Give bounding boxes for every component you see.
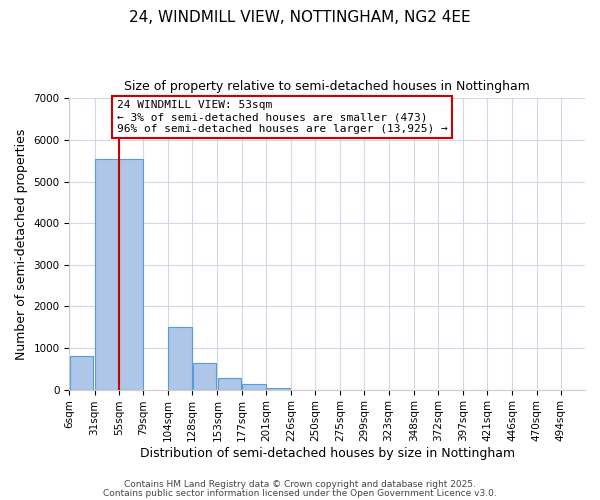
Bar: [169, 327, 192, 390]
Bar: [119, 158, 143, 390]
Text: Contains public sector information licensed under the Open Government Licence v3: Contains public sector information licen…: [103, 488, 497, 498]
Title: Size of property relative to semi-detached houses in Nottingham: Size of property relative to semi-detach…: [124, 80, 530, 93]
Text: 24 WINDMILL VIEW: 53sqm
← 3% of semi-detached houses are smaller (473)
96% of se: 24 WINDMILL VIEW: 53sqm ← 3% of semi-det…: [117, 100, 448, 134]
Bar: [218, 378, 241, 390]
Bar: [70, 356, 94, 390]
Bar: [193, 362, 216, 390]
Bar: [242, 384, 266, 390]
Y-axis label: Number of semi-detached properties: Number of semi-detached properties: [15, 128, 28, 360]
Bar: [266, 388, 290, 390]
Text: 24, WINDMILL VIEW, NOTTINGHAM, NG2 4EE: 24, WINDMILL VIEW, NOTTINGHAM, NG2 4EE: [129, 10, 471, 25]
X-axis label: Distribution of semi-detached houses by size in Nottingham: Distribution of semi-detached houses by …: [140, 447, 515, 460]
Text: Contains HM Land Registry data © Crown copyright and database right 2025.: Contains HM Land Registry data © Crown c…: [124, 480, 476, 489]
Bar: [95, 158, 118, 390]
